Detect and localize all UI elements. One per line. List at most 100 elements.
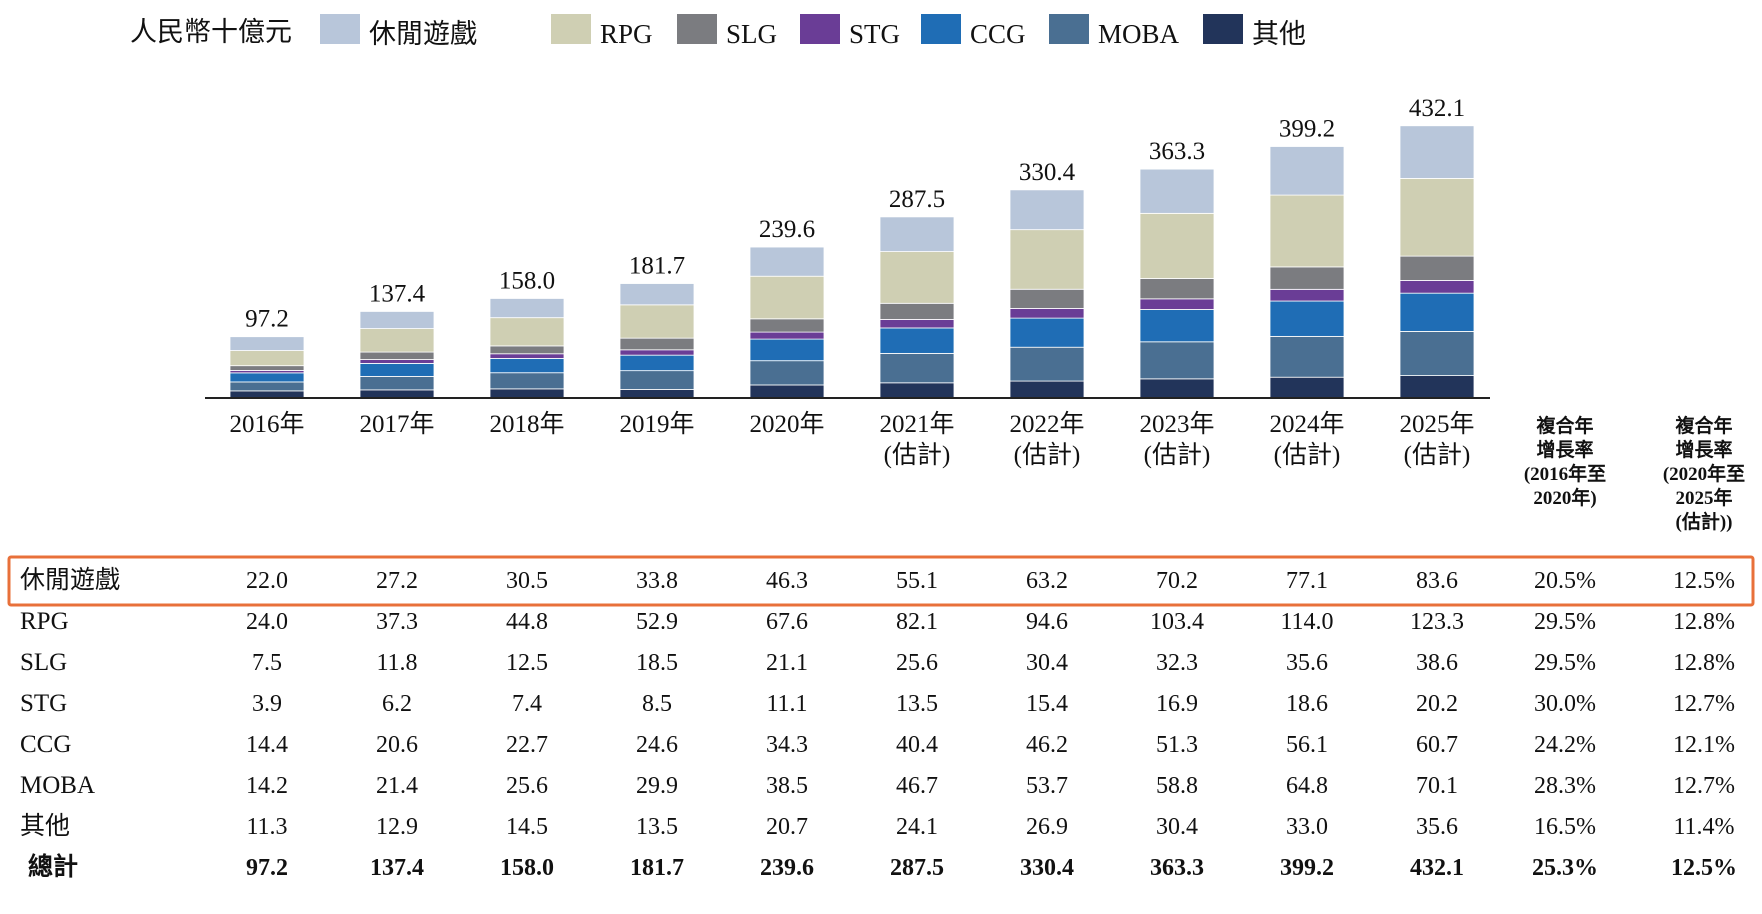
bar-segment-其他-2: [489, 388, 565, 399]
table-cell-1-8: 114.0: [1280, 609, 1333, 635]
table-cell-3-1: 6.2: [382, 691, 412, 717]
bar-total-label-9: 432.1: [1409, 95, 1465, 122]
bar-segment-moba-6: [1009, 346, 1085, 382]
table-cell-2-4: 21.1: [766, 650, 808, 676]
table-cell-7-3: 181.7: [630, 855, 684, 881]
bar-segment-ccg-9: [1399, 292, 1475, 332]
table-cell-7-0: 97.2: [246, 855, 288, 881]
table-cell-5-8: 64.8: [1286, 773, 1328, 799]
x-tick-label-5-1: (估計): [884, 441, 951, 469]
x-tick-label-3-0: 2019年: [619, 410, 694, 438]
table-cagr-1-1: 12.8%: [1673, 609, 1735, 635]
bar-segment-moba-4: [749, 360, 825, 386]
bar-segment-其他-7: [1139, 378, 1215, 399]
table-cell-6-8: 33.0: [1286, 814, 1328, 840]
bar-segment-moba-0: [229, 381, 305, 392]
table-cell-2-1: 11.8: [376, 650, 417, 676]
bar-segment-rpg-4: [749, 275, 825, 320]
bar-segment-stg-2: [489, 353, 565, 359]
cagr-header-0-2: (2016年至: [1524, 462, 1606, 485]
table-cagr-3-1: 12.7%: [1673, 691, 1735, 717]
bar-segment-stg-1: [359, 359, 435, 364]
table-cell-7-5: 287.5: [890, 855, 944, 881]
bar-segment-stg-3: [619, 349, 695, 356]
table-cell-4-0: 14.4: [246, 732, 288, 758]
x-tick-label-7-1: (估計): [1144, 441, 1211, 469]
table-cagr-2-1: 12.8%: [1673, 650, 1735, 676]
data-table: 休閒遊戲 22.0 27.2 30.5 33.8 46.3 55.1 63.2 70.2 77.1…: [7, 555, 1755, 881]
legend-swatch-其他: [1203, 14, 1243, 44]
bar-segment-rpg-3: [619, 304, 695, 339]
cagr-header-1-1: 增長率: [1675, 438, 1732, 461]
bar-segment-ccg-6: [1009, 317, 1085, 348]
bar-segment-stg-6: [1009, 308, 1085, 319]
table-cell-4-4: 34.3: [766, 732, 808, 758]
table-cell-0-6: 63.2: [1026, 568, 1068, 594]
bar-segment-休閒遊戲-2: [489, 298, 565, 319]
bar-segment-moba-9: [1399, 331, 1475, 376]
table-cell-7-7: 363.3: [1150, 855, 1204, 881]
table-cell-0-9: 83.6: [1416, 568, 1458, 594]
legend-swatch-moba: [1049, 14, 1089, 44]
x-tick-label-5-0: 2021年: [879, 410, 954, 438]
legend-swatch-rpg: [551, 14, 591, 44]
table-cell-0-4: 46.3: [766, 568, 808, 594]
legend-label-其他: 其他: [1252, 19, 1306, 49]
x-tick-label-8-1: (估計): [1274, 441, 1341, 469]
x-tick-label-6-1: (估計): [1014, 441, 1081, 469]
table-cell-2-8: 35.6: [1286, 650, 1328, 676]
table-cell-1-1: 37.3: [376, 609, 418, 635]
table-cell-6-6: 26.9: [1026, 814, 1068, 840]
bar-segment-stg-5: [879, 319, 955, 329]
table-row-label-0: 休閒遊戲: [20, 566, 120, 594]
table-cell-3-7: 16.9: [1156, 691, 1198, 717]
table-cell-0-0: 22.0: [246, 568, 288, 594]
cagr-header-0-1: 增長率: [1536, 438, 1593, 461]
legend-label-stg: STG: [849, 19, 900, 49]
table-cell-1-0: 24.0: [246, 609, 288, 635]
bar-segment-slg-5: [879, 302, 955, 320]
x-tick-label-9-0: 2025年: [1399, 410, 1474, 438]
table-cell-4-3: 24.6: [636, 732, 678, 758]
table-cagr-0-1: 12.5%: [1673, 568, 1735, 594]
bar-segment-休閒遊戲-5: [879, 216, 955, 252]
table-cell-3-2: 7.4: [512, 691, 542, 717]
bar-segment-其他-3: [619, 389, 695, 399]
legend-label-rpg: RPG: [600, 19, 653, 49]
table-cell-0-2: 30.5: [506, 568, 548, 594]
table-cagr-7-1: 12.5%: [1671, 855, 1737, 881]
bar-segment-休閒遊戲-3: [619, 283, 695, 306]
bar-segment-ccg-0: [229, 372, 305, 383]
table-cell-3-6: 15.4: [1026, 691, 1068, 717]
table-cell-2-6: 30.4: [1026, 650, 1068, 676]
table-cagr-0-0: 20.5%: [1534, 568, 1596, 594]
bar-segment-ccg-2: [489, 358, 565, 374]
bar-segment-moba-5: [879, 352, 955, 384]
table-cell-3-4: 11.1: [766, 691, 807, 717]
table-row-label-3: STG: [20, 690, 67, 717]
legend: 人民幣十億元 休閒遊戲 RPG SLG STG CCG MOBA 其他: [130, 14, 1306, 49]
table-cell-7-1: 137.4: [370, 855, 424, 881]
table-cell-5-2: 25.6: [506, 773, 548, 799]
unit-label: 人民幣十億元: [130, 17, 292, 47]
table-cell-3-9: 20.2: [1416, 691, 1458, 717]
legend-label-moba: MOBA: [1098, 19, 1180, 49]
bar-segment-slg-9: [1399, 255, 1475, 281]
table-cell-4-7: 51.3: [1156, 732, 1198, 758]
legend-label-休閒遊戲: 休閒遊戲: [369, 19, 477, 49]
table-cagr-6-0: 16.5%: [1534, 814, 1596, 840]
bar-total-label-8: 399.2: [1279, 116, 1335, 143]
bar-total-label-6: 330.4: [1019, 159, 1076, 186]
table-row-label-7: 總計: [28, 852, 78, 881]
table-cell-5-9: 70.1: [1416, 773, 1458, 799]
table-cell-7-2: 158.0: [500, 855, 554, 881]
table-cell-6-1: 12.9: [376, 814, 418, 840]
table-cell-7-8: 399.2: [1280, 855, 1334, 881]
table-cell-4-5: 40.4: [896, 732, 938, 758]
table-row-label-5: MOBA: [20, 772, 95, 799]
highlight-box: [7, 555, 1755, 607]
bar-segment-slg-2: [489, 345, 565, 355]
table-cell-5-1: 21.4: [376, 773, 418, 799]
bar-total-label-0: 97.2: [245, 306, 289, 333]
table-cell-5-3: 29.9: [636, 773, 678, 799]
